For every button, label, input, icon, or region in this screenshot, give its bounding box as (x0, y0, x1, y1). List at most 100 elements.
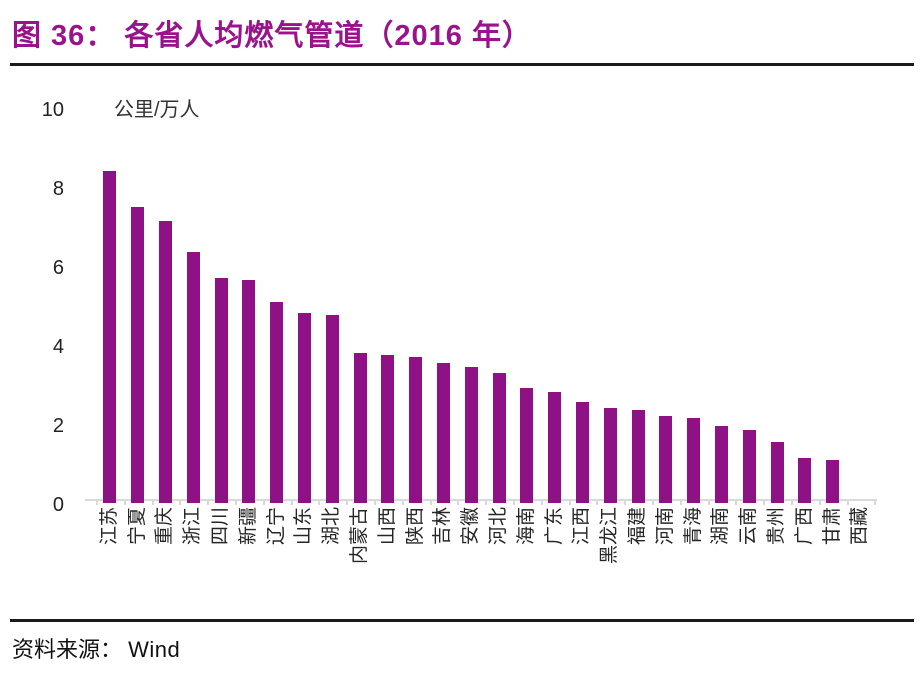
bar (715, 425, 728, 503)
bar (409, 356, 423, 503)
bar (325, 315, 339, 503)
bar (242, 279, 256, 503)
source-line: 资料来源： Wind (12, 632, 180, 664)
x-axis-tick (235, 500, 237, 505)
x-axis-tick (429, 500, 432, 505)
bar (603, 408, 617, 503)
x-tick-label: 浙江 (182, 507, 204, 546)
x-axis-tick (290, 500, 293, 505)
x-axis-tick (679, 500, 682, 505)
x-tick-label: 新疆 (237, 507, 259, 546)
x-tick-label: 山西 (376, 507, 398, 546)
x-axis-tick (207, 500, 210, 505)
bar (131, 206, 145, 503)
bar (798, 457, 812, 503)
x-tick-label: 河北 (488, 507, 510, 546)
x-axis-tick (96, 500, 98, 505)
bar (298, 313, 311, 503)
x-axis-tick (374, 500, 376, 505)
x-tick-label: 甘肃 (821, 507, 843, 546)
bar (770, 441, 784, 503)
bar (159, 220, 172, 503)
bar-chart: 0 2 4 6 8 10 江苏 宁夏 重庆 浙江 四川 新疆 辽宁 山东 湖北 内蒙古 山西 陕西 吉林 安徽 河北 海南… (0, 66, 924, 616)
bar (659, 416, 673, 503)
x-tick-label: 黑龙江 (599, 507, 621, 565)
x-tick-label: 湖北 (321, 507, 343, 546)
x-axis-tick (596, 500, 599, 505)
x-axis-tick (485, 500, 488, 505)
bar (631, 410, 645, 503)
x-axis-tick (763, 500, 766, 505)
x-axis-tick (846, 500, 849, 505)
title-divider-rule (10, 63, 914, 66)
x-axis-tick (401, 500, 404, 505)
bar (548, 392, 562, 503)
x-axis-tick (318, 500, 321, 505)
bar (576, 402, 589, 503)
y-axis-tick-label: 0 (52, 494, 64, 516)
bar (687, 418, 701, 503)
bar (826, 459, 840, 503)
figure-title: 图 36： 各省人均燃气管道（2016 年） (12, 20, 532, 52)
x-axis-tick (874, 500, 877, 505)
x-tick-label: 宁夏 (126, 507, 148, 546)
y-axis-tick-label: 8 (52, 178, 64, 200)
x-tick-label: 河南 (654, 507, 676, 546)
x-tick-label: 海南 (515, 507, 537, 546)
bar (214, 277, 228, 503)
x-axis-tick (624, 500, 627, 505)
x-tick-label: 湖南 (710, 507, 732, 546)
x-tick-label: 贵州 (766, 507, 788, 546)
x-axis-tick (346, 500, 349, 505)
x-tick-label: 重庆 (154, 507, 176, 546)
x-tick-label: 江苏 (98, 507, 120, 546)
x-axis-tick (791, 500, 793, 505)
y-axis-tick-label: 2 (52, 415, 64, 437)
bar (464, 366, 478, 503)
y-axis-unit-label: 公里/万人 (114, 99, 200, 121)
x-axis-tick (818, 500, 821, 505)
y-axis-tick-label: 4 (52, 336, 64, 358)
source-label: 资料来源： (12, 637, 123, 662)
bar (742, 429, 756, 503)
x-tick-label: 江西 (571, 507, 593, 546)
footer-divider-rule (10, 619, 914, 622)
bar (103, 171, 117, 503)
x-tick-label: 吉林 (432, 507, 454, 546)
x-axis-tick (652, 500, 654, 505)
x-axis-tick (123, 500, 126, 505)
x-axis-tick (457, 500, 460, 505)
x-tick-label: 安徽 (460, 507, 482, 546)
x-axis-tick (151, 500, 154, 505)
x-tick-label: 四川 (210, 507, 232, 546)
x-tick-label: 广西 (793, 507, 815, 546)
x-axis-tick (540, 500, 543, 505)
bar (186, 252, 200, 503)
x-tick-label: 内蒙古 (349, 507, 371, 565)
x-axis-line (85, 499, 877, 501)
x-tick-label: 山东 (293, 507, 315, 546)
bar (437, 362, 450, 503)
bar (492, 372, 506, 503)
x-tick-label: 福建 (627, 507, 649, 546)
x-axis-tick (735, 500, 738, 505)
bar (270, 301, 284, 503)
x-tick-label: 辽宁 (265, 507, 287, 546)
x-axis-tick (262, 500, 265, 505)
bar (353, 352, 367, 503)
bar (520, 388, 534, 503)
x-axis-tick (568, 500, 571, 505)
x-axis-tick (179, 500, 182, 505)
y-axis-tick-label: 6 (52, 257, 64, 279)
x-tick-label: 陕西 (404, 507, 426, 546)
bar (381, 354, 395, 503)
x-tick-label: 广东 (543, 507, 565, 546)
y-axis-tick-label: 10 (41, 99, 64, 121)
x-tick-label: 西藏 (849, 507, 871, 546)
x-tick-label: 云南 (738, 507, 760, 546)
source-value: Wind (128, 637, 181, 662)
x-tick-label: 青海 (682, 507, 704, 546)
x-axis-tick (513, 500, 515, 505)
x-axis-tick (707, 500, 710, 505)
